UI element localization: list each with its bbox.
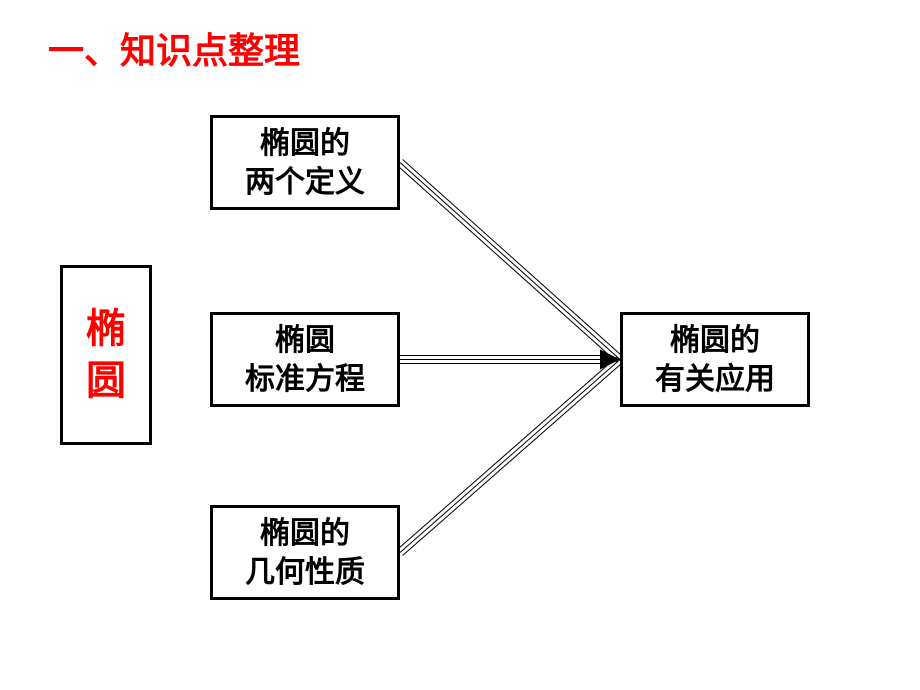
topic1-box: 椭圆的 两个定义 xyxy=(210,115,400,210)
root-line1: 椭 xyxy=(86,303,126,355)
topic3-line1: 椭圆的 xyxy=(260,514,350,553)
topic3-box: 椭圆的 几何性质 xyxy=(210,505,400,600)
topic2-box: 椭圆 标准方程 xyxy=(210,312,400,407)
target-box: 椭圆的 有关应用 xyxy=(620,312,810,407)
topic2-line2: 标准方程 xyxy=(245,360,365,399)
root-line2: 圆 xyxy=(86,355,126,407)
topic1-line1: 椭圆的 xyxy=(260,124,350,163)
topic1-line2: 两个定义 xyxy=(245,163,365,202)
target-line1: 椭圆的 xyxy=(670,321,760,360)
root-box: 椭 圆 xyxy=(60,265,152,445)
target-line2: 有关应用 xyxy=(655,360,775,399)
topic2-line1: 椭圆 xyxy=(275,321,335,360)
section-title: 一、知识点整理 xyxy=(48,22,300,74)
topic3-line2: 几何性质 xyxy=(245,553,365,592)
